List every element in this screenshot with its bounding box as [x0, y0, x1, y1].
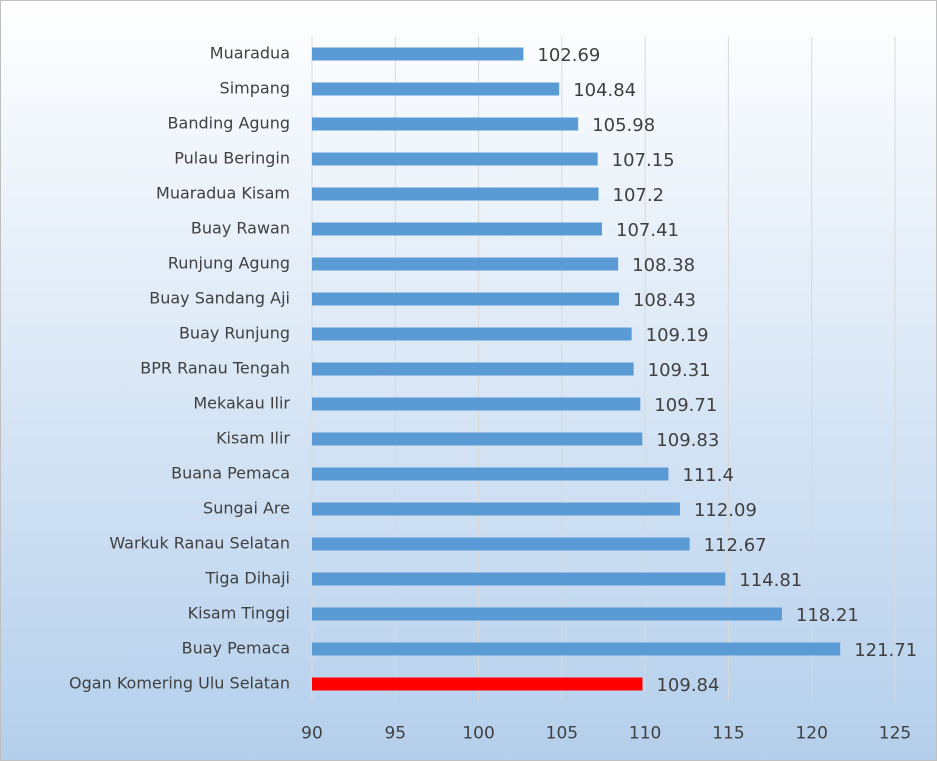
value-label: 107.15: [612, 150, 675, 171]
bar: [312, 642, 841, 656]
x-tick-label: 125: [879, 724, 911, 744]
x-tick-label: 100: [462, 724, 494, 744]
y-tick-label: Warkuk Ranau Selatan: [109, 534, 290, 553]
x-tick-label: 110: [629, 724, 661, 744]
value-label: 107.41: [616, 220, 679, 241]
bar: [312, 502, 680, 516]
y-tick-label: Muaradua Kisam: [156, 184, 290, 203]
bar: [312, 432, 643, 446]
value-label: 108.38: [632, 255, 695, 276]
x-tick-label: 105: [546, 724, 578, 744]
value-label: 108.43: [633, 290, 696, 311]
y-tick-label: Ogan Komering Ulu Selatan: [69, 674, 290, 693]
y-tick-label: Buay Runjung: [179, 324, 290, 343]
bar: [312, 677, 643, 691]
bar: [312, 117, 579, 131]
value-label: 109.19: [646, 325, 709, 346]
x-tick-label: 120: [795, 724, 827, 744]
value-label: 109.84: [656, 675, 719, 696]
value-label: 118.21: [796, 605, 859, 626]
y-tick-label: Buay Rawan: [191, 219, 290, 238]
value-label: 109.71: [654, 395, 717, 416]
y-tick-label: Simpang: [220, 79, 290, 98]
y-tick-label: Sungai Are: [203, 499, 290, 518]
y-tick-label: Runjung Agung: [168, 254, 290, 273]
y-tick-label: Pulau Beringin: [174, 149, 290, 168]
x-tick-label: 115: [712, 724, 744, 744]
bar: [312, 222, 603, 236]
value-label: 102.69: [537, 45, 600, 66]
y-tick-label: Kisam Ilir: [216, 429, 290, 448]
bar: [312, 467, 669, 481]
bar: [312, 47, 524, 61]
x-tick-label: 90: [301, 724, 323, 744]
bar: [312, 187, 599, 201]
bar: [312, 292, 619, 306]
value-label: 112.09: [694, 500, 757, 521]
marks: Muaradua 102.69 Simpang 104.84 Banding Agung…: [69, 44, 917, 697]
bar: [312, 362, 634, 376]
bar: [312, 397, 641, 411]
y-tick-label: Buay Sandang Aji: [149, 289, 290, 308]
value-label: 114.81: [739, 570, 802, 591]
value-label: 112.67: [704, 535, 767, 556]
bar: [312, 327, 632, 341]
value-label: 104.84: [573, 80, 636, 101]
y-tick-label: BPR Ranau Tengah: [140, 359, 290, 378]
bar: [312, 82, 560, 96]
bar: [312, 607, 782, 621]
y-tick-label: Kisam Tinggi: [188, 604, 290, 623]
y-tick-label: Buana Pemaca: [171, 464, 290, 483]
y-tick-label: Buay Pemaca: [182, 639, 290, 658]
bar: [312, 257, 619, 271]
value-label: 109.83: [656, 430, 719, 451]
y-tick-label: Muaradua: [210, 44, 290, 63]
bar: [312, 152, 598, 166]
y-tick-label: Banding Agung: [168, 114, 290, 133]
bar: [312, 537, 690, 551]
y-tick-label: Tiga Dihaji: [205, 569, 290, 588]
x-tick-label: 95: [384, 724, 406, 744]
y-tick-label: Mekakau Ilir: [193, 394, 290, 413]
value-label: 111.4: [682, 465, 734, 486]
value-label: 105.98: [592, 115, 655, 136]
value-label: 109.31: [648, 360, 711, 381]
value-label: 121.71: [854, 640, 917, 661]
value-label: 107.2: [613, 185, 665, 206]
bar: [312, 572, 726, 586]
